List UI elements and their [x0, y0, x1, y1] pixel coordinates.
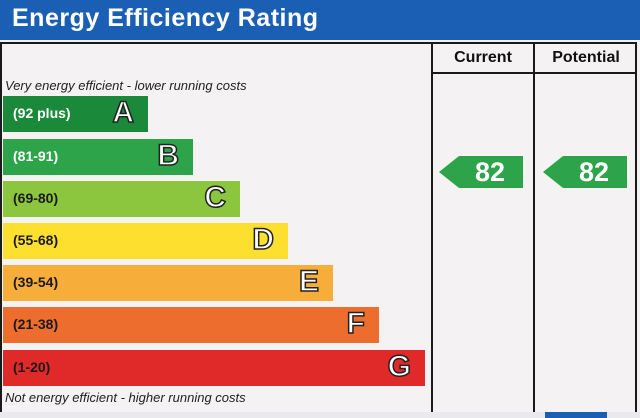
band-a: (92 plus) A	[3, 95, 148, 132]
band-range-label: (69-80)	[13, 190, 59, 206]
band-letter: C	[204, 180, 227, 215]
band-f: (21-38) F	[3, 306, 379, 343]
band-letter: A	[112, 95, 135, 130]
band-range-label: (21-38)	[13, 316, 59, 332]
arrow-shape	[439, 156, 523, 188]
column-header-potential: Potential	[552, 49, 620, 66]
note-inefficient: Not energy efficient - higher running co…	[5, 390, 246, 405]
page-title: Energy Efficiency Rating	[12, 4, 319, 32]
band-range-label: (1-20)	[13, 359, 51, 375]
band-letter: B	[157, 138, 180, 173]
band-letter: F	[346, 306, 366, 341]
band-letter: E	[298, 264, 320, 299]
band-range-label: (55-68)	[13, 232, 59, 248]
column-header-current: Current	[454, 49, 512, 66]
footer-strip	[0, 412, 640, 418]
band-range-label: (92 plus)	[13, 105, 71, 121]
current-rating-arrow: 82	[439, 156, 523, 188]
note-efficient: Very energy efficient - lower running co…	[5, 78, 247, 93]
band-range-label: (81-91)	[13, 148, 59, 164]
band-range-label: (39-54)	[13, 274, 59, 290]
band-b: (81-91) B	[3, 138, 193, 175]
header-divider	[432, 72, 637, 74]
arrow-shape	[543, 156, 627, 188]
footer-tab	[545, 412, 607, 418]
band-e: (39-54) E	[3, 264, 333, 301]
band-c: (69-80) C	[3, 180, 240, 217]
band-letter: D	[252, 222, 275, 257]
band-d: (55-68) D	[3, 222, 288, 259]
potential-rating-arrow: 82	[543, 156, 627, 188]
divider-potential	[533, 42, 535, 418]
potential-rating-value: 82	[578, 157, 610, 187]
current-rating-value: 82	[474, 157, 506, 187]
title-bar: Energy Efficiency Rating	[0, 0, 640, 40]
divider-current	[431, 42, 433, 418]
band-letter: G	[387, 349, 412, 384]
band-g: (1-20) G	[3, 349, 425, 386]
